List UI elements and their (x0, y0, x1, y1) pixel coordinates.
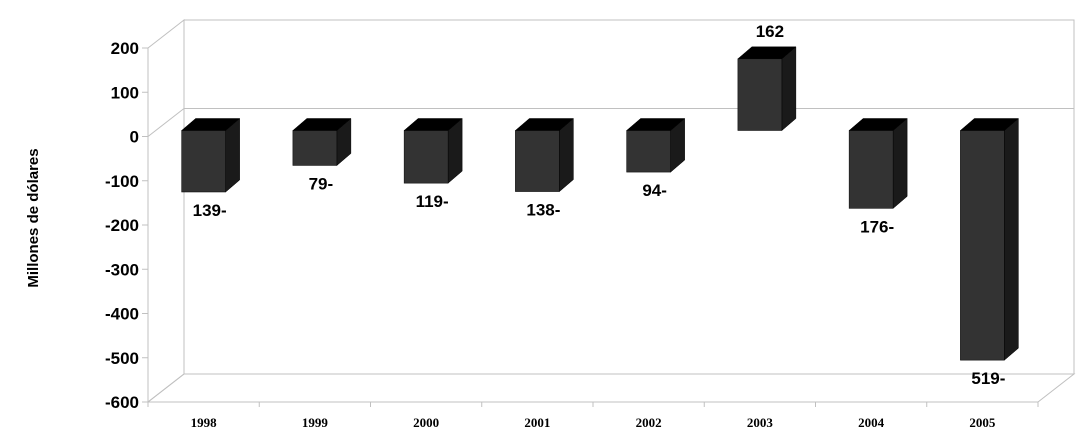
y-tick-label: -600 (105, 393, 139, 412)
bar-2003 (737, 46, 797, 132)
y-tick-label: -200 (105, 216, 139, 235)
data-label: 139- (193, 201, 227, 220)
bar-side (892, 117, 908, 209)
bar-front (960, 130, 1005, 361)
y-tick-label: -500 (105, 349, 139, 368)
y-tick-label: 100 (111, 83, 139, 102)
bar-2002 (625, 117, 686, 173)
bar-front (403, 130, 449, 184)
y-tick-label: -300 (105, 260, 139, 279)
bar-2000 (403, 117, 463, 184)
bar-side (559, 117, 574, 193)
bars-group (180, 46, 1020, 361)
bar-front (292, 130, 338, 166)
floor (146, 373, 1076, 403)
side-wall (147, 18, 185, 404)
data-label: 94- (642, 181, 667, 200)
y-tick-label: -400 (105, 305, 139, 324)
data-label: 162 (756, 22, 784, 41)
y-tick-label: 0 (130, 128, 139, 147)
y-axis-label: Millones de dólares (25, 148, 42, 287)
bar-1998 (180, 117, 241, 193)
bar-side (225, 117, 240, 193)
x-tick-label: 2003 (747, 415, 774, 430)
data-label: 519- (971, 369, 1005, 388)
bar-front (181, 130, 226, 193)
bar-front (626, 130, 671, 173)
x-tick-label: 2002 (636, 415, 662, 430)
y-tick-label: 200 (111, 39, 139, 58)
zero-line-side (147, 108, 185, 137)
bar-side (1004, 117, 1019, 361)
x-tick-label: 2004 (858, 415, 885, 430)
y-tick-label: -100 (105, 172, 139, 191)
x-tick-label: 1998 (191, 415, 218, 430)
labels-group: 200 100 0 -100 -200 -300 -400 -500 -600 139- 1998 7… (105, 22, 1005, 430)
data-label: 119- (416, 192, 449, 211)
bar-front (848, 130, 894, 209)
bar-front (515, 130, 560, 192)
x-tick-label: 2000 (413, 415, 439, 430)
x-tick-label: 2001 (524, 415, 550, 430)
bar-2001 (514, 117, 575, 193)
bar-side (781, 46, 797, 132)
data-label: 138- (526, 201, 560, 220)
chart-frame (142, 18, 1076, 407)
bar-1999 (292, 117, 352, 167)
bar-2005 (959, 117, 1020, 361)
bar-2004 (848, 117, 908, 209)
data-label: 176- (860, 217, 894, 236)
x-tick-label: 2005 (969, 415, 996, 430)
data-label: 79- (309, 174, 334, 193)
bar-front (737, 58, 783, 131)
x-tick-label: 1999 (302, 415, 329, 430)
back-wall (183, 19, 1075, 375)
